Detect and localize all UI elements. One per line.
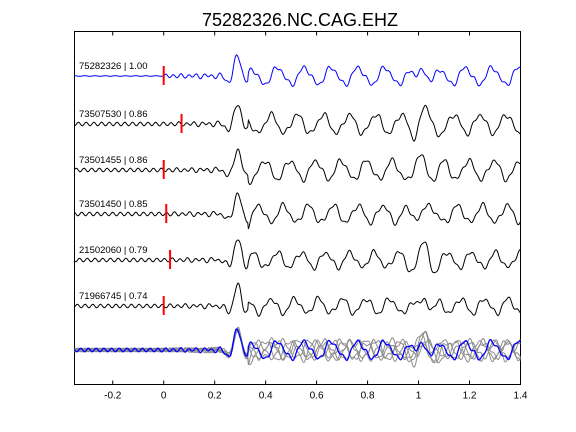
trace-label: 73501455 | 0.86 <box>79 155 148 166</box>
x-axis: -0.2 0 0.2 0.4 0.6 0.8 1 1.2 1.4 <box>104 31 528 402</box>
trace-5 <box>74 239 521 274</box>
trace-1 <box>74 54 521 88</box>
trace-6 <box>74 282 521 318</box>
x-tick-label: -0.2 <box>104 391 122 402</box>
x-tick-label: 0.8 <box>361 391 375 402</box>
trace-label: 75282326 | 1.00 <box>79 61 148 72</box>
x-tick-label: 1.2 <box>463 391 477 402</box>
stacked-overlay <box>73 326 521 368</box>
trace-3 <box>74 148 521 186</box>
x-tick-label: 1.4 <box>514 391 528 402</box>
x-tick-label: 1 <box>416 391 422 402</box>
trace-label: 73501450 | 0.85 <box>79 199 148 210</box>
x-tick-label: 0.4 <box>259 391 273 402</box>
pick-markers <box>162 66 183 315</box>
trace-4 <box>74 192 521 230</box>
stack-master-trace <box>73 328 521 362</box>
chart-title: 75282326.NC.CAG.EHZ <box>202 10 398 30</box>
trace-label: 21502060 | 0.79 <box>79 245 148 256</box>
trace-2 <box>74 104 521 142</box>
x-tick-label: 0.6 <box>310 391 324 402</box>
x-tick-label: 0 <box>161 391 167 402</box>
trace-label: 71966745 | 0.74 <box>79 291 148 302</box>
x-tick-label: 0.2 <box>208 391 222 402</box>
trace-labels: 75282326 | 1.00 73507530 | 0.86 73501455 |… <box>79 61 148 302</box>
trace-label: 73507530 | 0.86 <box>79 109 148 120</box>
plot-area <box>74 31 521 385</box>
stack-trace <box>74 329 521 364</box>
seismogram-traces <box>74 54 521 318</box>
